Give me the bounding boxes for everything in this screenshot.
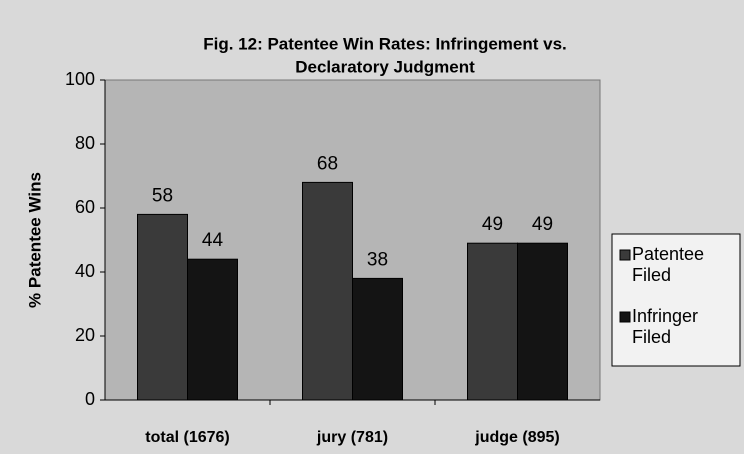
legend-swatch (619, 311, 631, 323)
data-label: 44 (202, 230, 224, 251)
x-tick-label: judge (895) (474, 429, 559, 446)
bar (352, 277, 403, 401)
y-tick-label: 100 (65, 69, 95, 89)
y-tick-label: 60 (75, 197, 95, 217)
x-tick-label: jury (781) (316, 429, 388, 446)
data-label: 58 (152, 185, 173, 206)
x-tick-label: total (1676) (145, 429, 229, 446)
data-label: 49 (482, 214, 503, 235)
y-tick-label: 20 (75, 325, 95, 345)
bar (517, 242, 568, 401)
data-label: 49 (532, 214, 553, 235)
bar (467, 242, 518, 401)
legend-entry: Infringer Filed (632, 306, 699, 347)
legend-entry: Patentee Filed (632, 244, 705, 285)
legend-swatch (619, 249, 631, 261)
legend-label: Infringer Filed (632, 306, 699, 347)
legend-label: Patentee Filed (632, 244, 705, 285)
y-tick-label: 80 (75, 133, 95, 153)
chart-title: Declaratory Judgment (295, 57, 475, 76)
bar (302, 181, 353, 401)
bar (187, 258, 238, 401)
legend (611, 233, 741, 367)
data-label: 38 (367, 249, 388, 270)
bar (137, 213, 188, 401)
data-label: 68 (317, 153, 338, 174)
y-axis-label: % Patentee Wins (25, 172, 44, 308)
chart-title: Fig. 12: Patentee Win Rates: Infringemen… (203, 34, 567, 53)
y-tick-label: 40 (75, 261, 95, 281)
y-tick-label: 0 (85, 389, 95, 409)
